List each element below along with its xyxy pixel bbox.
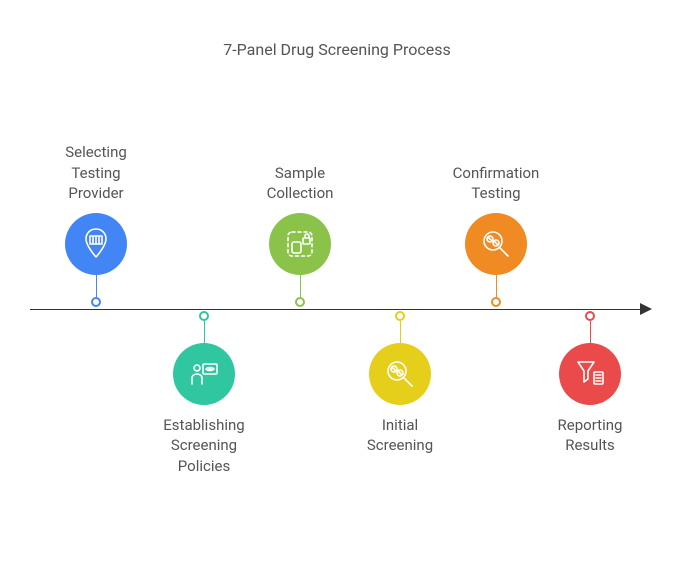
step-pin	[585, 311, 595, 321]
step-label: InitialScreening	[367, 415, 433, 456]
step-pin	[199, 311, 209, 321]
step-label: ConfirmationTesting	[453, 163, 540, 204]
diagram-title: 7-Panel Drug Screening Process	[0, 0, 674, 59]
step-pin	[491, 297, 501, 307]
step-connector	[204, 321, 205, 343]
pills-magnify-icon	[465, 213, 527, 275]
step-connector	[300, 275, 301, 297]
timeline-step: SampleCollection	[240, 163, 360, 308]
step-connector	[496, 275, 497, 297]
step-pin	[91, 297, 101, 307]
step-label: SampleCollection	[267, 163, 334, 204]
timeline-step: SelectingTestingProvider	[36, 142, 156, 307]
step-label: ReportingResults	[558, 415, 623, 456]
step-connector	[96, 275, 97, 297]
person-eye-board-icon	[173, 343, 235, 405]
step-connector	[400, 321, 401, 343]
step-label: EstablishingScreeningPolicies	[163, 415, 244, 476]
step-pin	[395, 311, 405, 321]
timeline-diagram: SelectingTestingProvider EstablishingScr…	[0, 69, 674, 529]
timeline-axis	[30, 309, 644, 310]
funnel-report-icon	[559, 343, 621, 405]
map-pin-building-icon	[65, 213, 127, 275]
step-connector	[590, 321, 591, 343]
pills-magnify-icon	[369, 343, 431, 405]
step-pin	[295, 297, 305, 307]
timeline-step: EstablishingScreeningPolicies	[144, 311, 264, 476]
secure-sample-icon	[269, 213, 331, 275]
timeline-step: ReportingResults	[530, 311, 650, 456]
timeline-step: ConfirmationTesting	[436, 163, 556, 308]
step-label: SelectingTestingProvider	[65, 142, 127, 203]
timeline-step: InitialScreening	[340, 311, 460, 456]
